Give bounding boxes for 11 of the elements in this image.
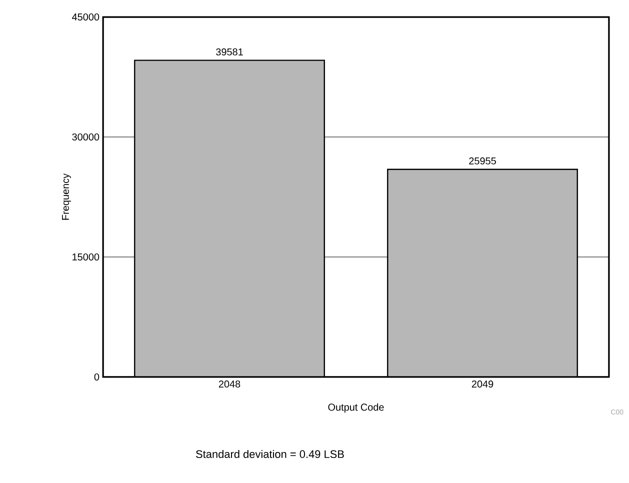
x-axis-title: Output Code [328, 403, 384, 413]
y-tick-label: 30000 [72, 133, 100, 141]
data-label: 39581 [216, 48, 243, 56]
y-tick-label: 15000 [72, 253, 100, 261]
x-tick-label: 2049 [472, 380, 494, 388]
text: Standard deviation = 0.49 LSB [196, 450, 344, 458]
x-tick-label: 2048 [218, 380, 240, 388]
data-label: 25955 [469, 157, 496, 164]
y-axis-title: Frequency [62, 173, 71, 220]
y-tick-label: 45000 [72, 13, 100, 21]
y-tick-label: 0 [94, 373, 100, 381]
